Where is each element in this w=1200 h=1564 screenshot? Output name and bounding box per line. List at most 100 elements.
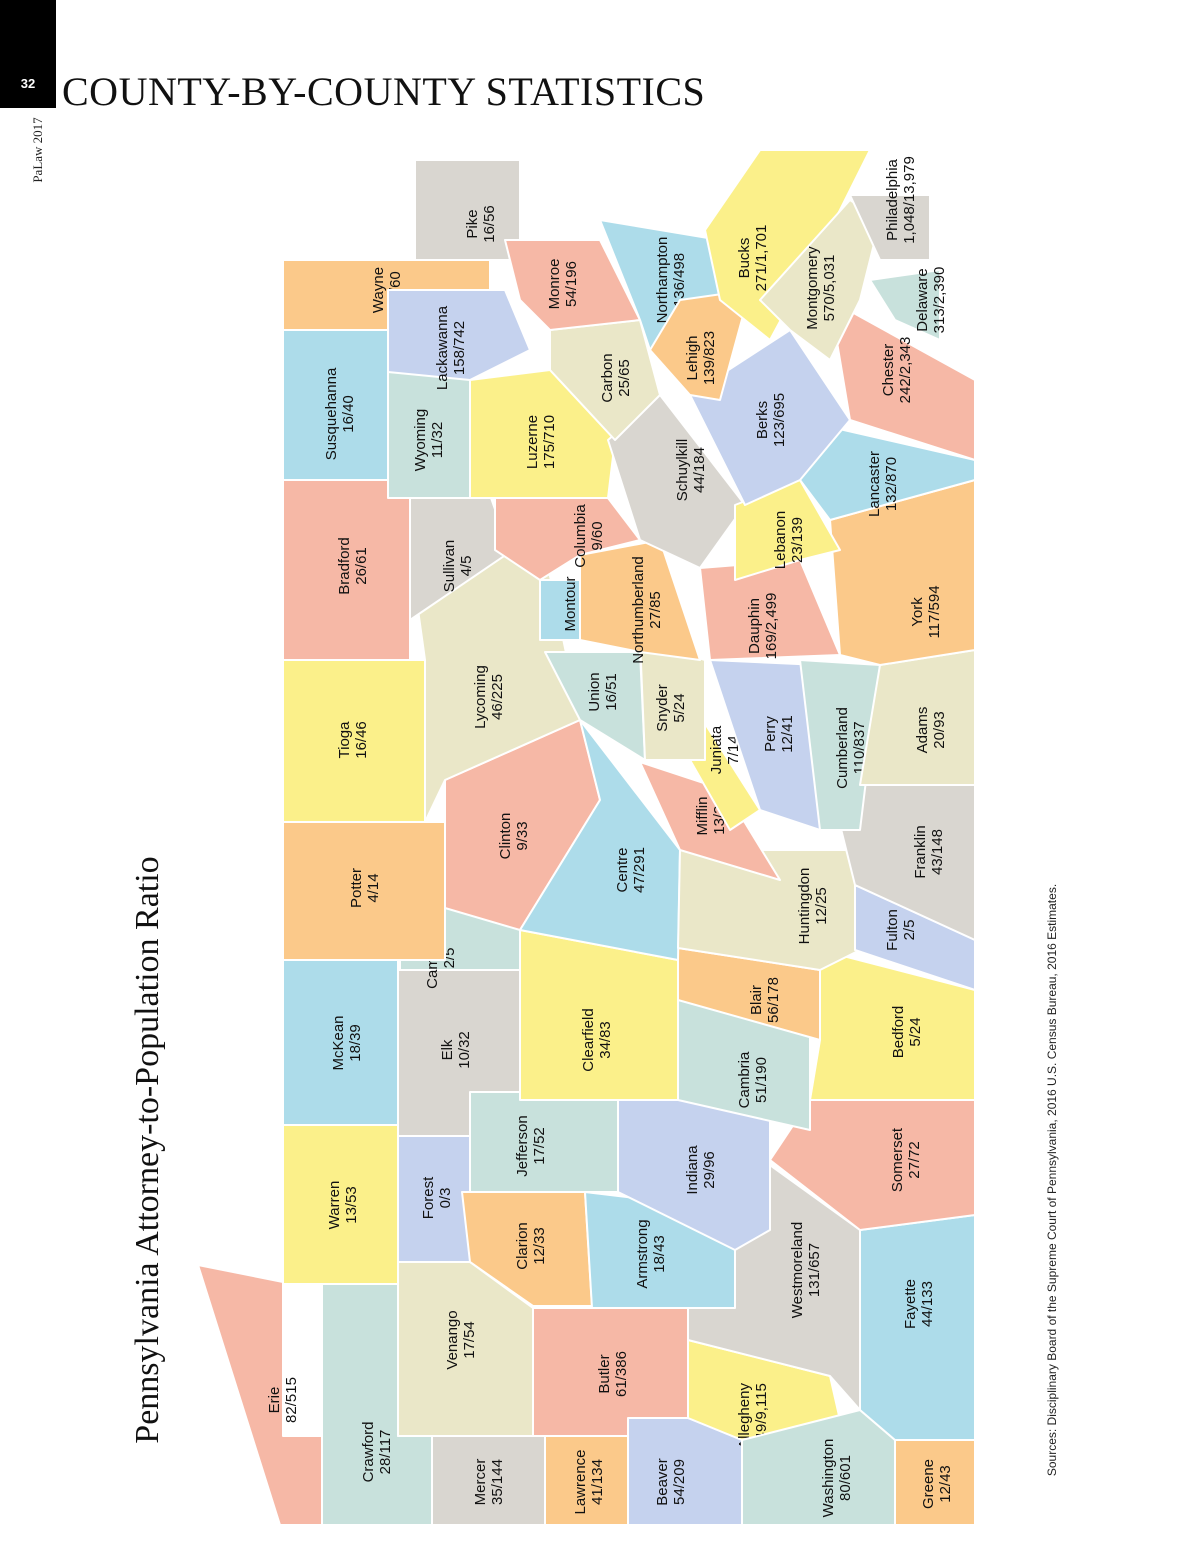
county-name: Beaver xyxy=(654,1458,671,1506)
county-label-armstrong: Armstrong18/43 xyxy=(634,1219,668,1288)
county-snyder: Snyder5/24 xyxy=(639,639,706,761)
county-label-northumberland: Northumberland27/85 xyxy=(630,556,664,664)
county-ratio: 5/24 xyxy=(907,1017,924,1046)
county-shape-cumberland xyxy=(799,659,881,831)
county-label-beaver: Beaver54/209 xyxy=(654,1458,688,1506)
county-name: Centre xyxy=(614,847,631,892)
county-warren: Warren13/53 xyxy=(282,1124,399,1285)
county-ratio: 51/190 xyxy=(753,1057,770,1103)
county-ratio: 139/823 xyxy=(701,331,718,385)
county-ratio: 43/148 xyxy=(929,829,946,875)
county-label-lawrence: Lawrence41/134 xyxy=(572,1449,606,1514)
county-label-blair: Blair56/178 xyxy=(748,977,782,1023)
county-ratio: 17/54 xyxy=(461,1321,478,1359)
county-name: Venango xyxy=(444,1310,461,1369)
county-ratio: 61/386 xyxy=(613,1351,630,1397)
county-label-carbon: Carbon25/65 xyxy=(599,353,633,402)
county-ratio: 136/498 xyxy=(671,253,688,307)
county-label-bedford: Bedford5/24 xyxy=(890,1006,924,1059)
county-lebanon: Lebanon23/139 xyxy=(734,479,841,581)
county-name: Bradford xyxy=(336,537,353,595)
county-tioga: Tioga16/46 xyxy=(282,659,426,823)
county-ratio: 11/32 xyxy=(429,422,446,458)
county-cumberland: Cumberland110/837 xyxy=(799,659,881,831)
county-name: Huntingdon xyxy=(796,868,813,945)
county-label-fulton: Fulton2/5 xyxy=(884,909,918,951)
county-ratio: 44/133 xyxy=(919,1281,936,1327)
county-bedford: Bedford5/24 xyxy=(809,949,976,1101)
county-lawrence: Lawrence41/134 xyxy=(544,1435,629,1526)
county-name: Adams xyxy=(914,707,931,754)
county-name: Monroe xyxy=(546,259,563,310)
county-washington: Washington80/601 xyxy=(741,1409,896,1526)
county-name: Union xyxy=(586,672,603,711)
county-label-pike: Pike16/56 xyxy=(464,205,498,243)
county-indiana: Indiana29/96 xyxy=(617,1099,771,1251)
county-name: Crawford xyxy=(360,1422,377,1483)
county-label-somerset: Somerset27/72 xyxy=(889,1127,923,1192)
county-ratio: 82/515 xyxy=(283,1377,300,1423)
county-delaware: Delaware313/2,390 xyxy=(869,267,948,341)
county-ratio: 29/96 xyxy=(701,1151,718,1189)
county-name: Northumberland xyxy=(630,556,647,664)
county-huntingdon: Huntingdon12/25 xyxy=(677,849,861,971)
county-name: Columbia xyxy=(572,504,589,568)
county-name: Montgomery xyxy=(804,246,821,330)
county-name: Dauphin xyxy=(746,598,763,654)
county-ratio: 25/65 xyxy=(616,359,633,397)
county-shape-philadelphia xyxy=(849,194,931,261)
county-label-luzerne: Luzerne175/710 xyxy=(524,415,558,469)
county-name: Lackawanna xyxy=(434,305,451,390)
county-ratio: 2/5 xyxy=(901,920,918,941)
county-mercer: Mercer35/144 xyxy=(431,1435,546,1526)
county-name: Bedford xyxy=(890,1006,907,1059)
county-label-elk: Elk10/32 xyxy=(439,1031,473,1069)
county-label-fayette: Fayette44/133 xyxy=(902,1279,936,1329)
county-shape-huntingdon xyxy=(677,849,861,971)
county-label-mckean: McKean18/39 xyxy=(330,1015,364,1070)
page-header: COUNTY-BY-COUNTY STATISTICS xyxy=(62,69,706,114)
county-name: Schuylkill xyxy=(674,439,691,502)
county-ratio: 16/56 xyxy=(481,205,498,243)
county-name: Blair xyxy=(748,985,765,1015)
county-ratio: 10/32 xyxy=(456,1031,473,1069)
county-name: Butler xyxy=(596,1354,613,1393)
county-name: Jefferson xyxy=(514,1115,531,1176)
county-ratio: 242/2,343 xyxy=(897,337,914,404)
county-label-warren: Warren13/53 xyxy=(326,1181,360,1230)
county-name: Lebanon xyxy=(772,511,789,569)
county-name: Somerset xyxy=(889,1127,906,1192)
county-ratio: 28/117 xyxy=(377,1430,394,1475)
county-name: Westmoreland xyxy=(789,1222,806,1318)
county-ratio: 34/83 xyxy=(597,1021,614,1059)
county-label-forest: Forest0/3 xyxy=(420,1176,454,1219)
county-ratio: 16/51 xyxy=(603,673,620,711)
county-name: York xyxy=(909,597,926,627)
county-ratio: 158/742 xyxy=(451,321,468,375)
county-somerset: Somerset27/72 xyxy=(769,1099,976,1231)
county-label-potter: Potter4/14 xyxy=(348,868,382,908)
county-ratio: 54/209 xyxy=(671,1459,688,1505)
county-greene: Greene12/43 xyxy=(894,1439,976,1526)
county-ratio: 749/9,115 xyxy=(753,1383,770,1449)
county-label-venango: Venango17/54 xyxy=(444,1310,478,1369)
county-name: Fayette xyxy=(902,1279,919,1329)
county-name: Clinton xyxy=(497,813,514,860)
county-label-sullivan: Sullivan4/5 xyxy=(441,540,475,593)
county-ratio: 16/40 xyxy=(340,395,357,433)
county-label-york: York117/594 xyxy=(909,585,943,638)
county-name: Northampton xyxy=(654,237,671,324)
county-label-lancaster: Lancaster132/870 xyxy=(866,451,900,517)
county-name: Lehigh xyxy=(684,335,701,380)
county-name: Fulton xyxy=(884,909,901,951)
county-shape-bedford xyxy=(809,949,976,1101)
county-ratio: 44/184 xyxy=(691,447,708,493)
county-northumberland: Northumberland27/85 xyxy=(579,539,701,664)
county-name: Berks xyxy=(754,401,771,439)
county-bradford: Bradford26/61 xyxy=(282,479,411,661)
county-ratio: 12/41 xyxy=(779,715,796,753)
county-label-dauphin: Dauphin169/2,499 xyxy=(746,593,780,660)
county-name: Potter xyxy=(348,868,365,908)
county-centre: Centre47/291 xyxy=(519,719,681,961)
county-ratio: 0/3 xyxy=(437,1188,454,1209)
